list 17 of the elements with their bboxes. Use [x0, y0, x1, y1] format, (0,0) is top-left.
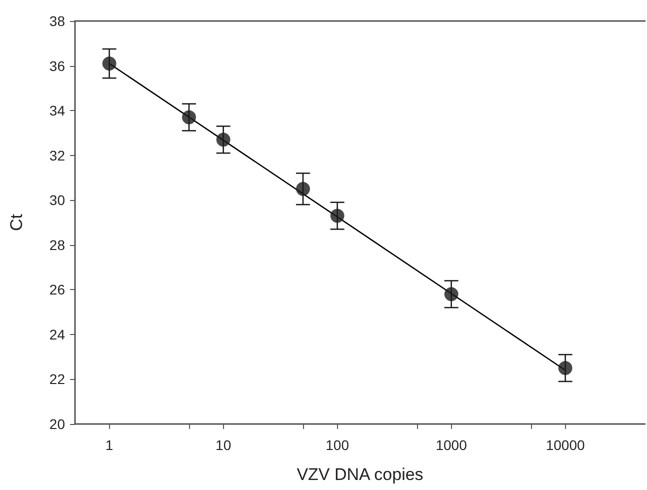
y-axis-title: Ct	[7, 214, 26, 231]
y-tick-label: 36	[49, 58, 66, 74]
y-tick-label: 22	[49, 371, 66, 388]
x-tick-label: 1	[105, 437, 114, 453]
x-tick-label: 100	[326, 437, 350, 453]
x-tick-label: 10000	[546, 437, 585, 453]
x-tick-label: 10	[216, 437, 232, 453]
y-tick-label: 32	[49, 147, 66, 164]
y-tick-label: 26	[49, 282, 66, 298]
x-tick-label: 1000	[436, 437, 468, 453]
y-tick-label: 20	[49, 416, 66, 432]
x-axis-title: VZV DNA copies	[296, 465, 424, 484]
y-tick-label: 28	[49, 236, 66, 253]
y-tick-label: 38	[49, 13, 66, 29]
y-tick-label: 24	[49, 326, 66, 342]
y-tick-label: 34	[49, 102, 66, 119]
y-tick-label: 30	[49, 192, 66, 208]
